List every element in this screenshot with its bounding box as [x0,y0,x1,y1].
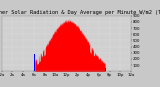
Bar [105,68,106,71]
Title: Milwaukee Weather Solar Radiation & Day Average per Minute W/m2 (Today): Milwaukee Weather Solar Radiation & Day … [0,10,160,15]
Bar [34,54,36,71]
